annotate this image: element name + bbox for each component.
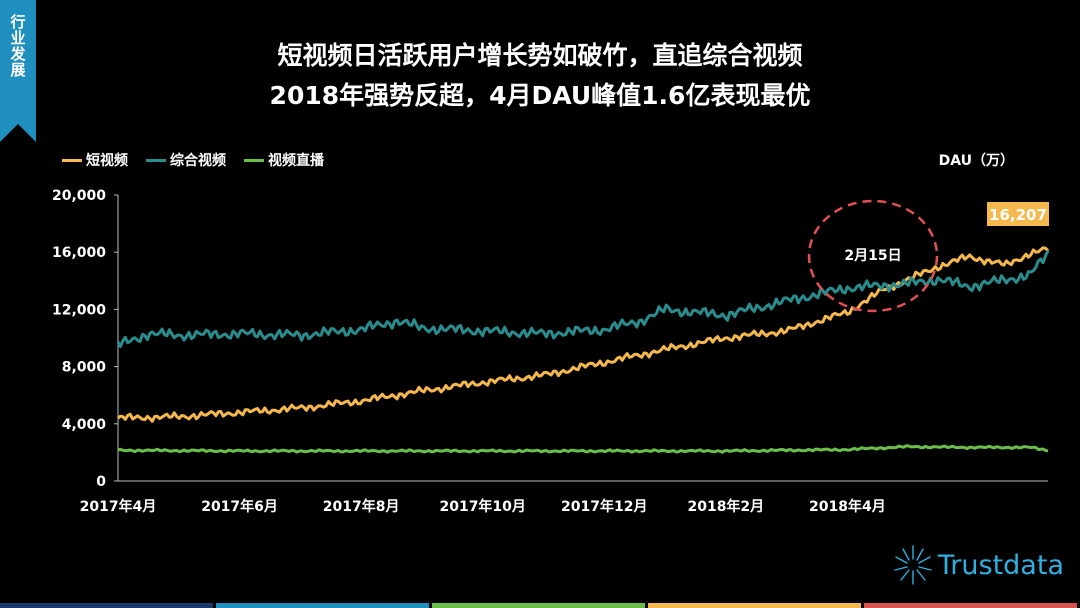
y-tick-label: 0 [96, 474, 106, 490]
x-tick-label: 2018年2月 [687, 498, 764, 515]
legend-label-general-video: 综合视频 [170, 153, 226, 169]
legend-label-short-video: 短视频 [86, 153, 128, 169]
starburst-icon [894, 545, 932, 585]
x-tick-label: 2017年6月 [201, 498, 278, 515]
y-tick-label: 20,000 [52, 188, 106, 204]
section-tag-arrow [0, 124, 36, 142]
y-tick-label: 12,000 [52, 302, 106, 318]
legend-swatch-general-video [146, 158, 166, 162]
legend-swatch-short-video [62, 158, 82, 162]
peak-label-box [987, 202, 1049, 226]
x-tick-label: 2017年12月 [561, 498, 647, 515]
legend-item-general-video: 综合视频 [146, 150, 226, 170]
section-tag-label: 行业发展 [8, 14, 27, 78]
brand-logo: Trustdata [892, 544, 1064, 586]
y-tick-label: 8,000 [62, 360, 107, 376]
brand-name: Trustdata [937, 549, 1064, 581]
chart-legend: 短视频 综合视频 视频直播 [62, 150, 324, 170]
chart-title-line2: 2018年强势反超，4月DAU峰值1.6亿表现最优 [269, 81, 811, 110]
footer-bar [216, 603, 429, 608]
footer-bar [648, 603, 861, 608]
peak-label: 16,207 [989, 206, 1047, 224]
footer-bar [864, 603, 1077, 608]
section-tag: 行业发展 [0, 0, 36, 142]
x-tick-label: 2017年4月 [80, 498, 157, 515]
chart-title-line1: 短视频日活跃用户增长势如破竹，直追综合视频 [277, 41, 803, 70]
x-tick-label: 2017年8月 [323, 498, 400, 515]
annotation-circle [807, 199, 939, 313]
legend-swatch-live-video [244, 158, 264, 162]
y-tick-label: 4,000 [62, 417, 107, 433]
footer-bar [0, 603, 213, 608]
y-tick-label: 16,000 [52, 245, 106, 261]
series-line-0 [117, 246, 1050, 423]
x-tick-label: 2017年10月 [439, 498, 525, 515]
legend-label-live-video: 视频直播 [268, 153, 324, 169]
x-tick-label: 2018年4月 [809, 498, 886, 515]
annotation-label: 2月15日 [844, 248, 901, 264]
series-line-2 [117, 444, 1049, 454]
series-line-1 [116, 249, 1050, 349]
footer-bar [432, 603, 645, 608]
unit-label: DAU（万） [938, 153, 1014, 169]
footer-color-bars [0, 603, 1080, 608]
legend-item-live-video: 视频直播 [244, 150, 324, 170]
legend-item-short-video: 短视频 [62, 150, 128, 170]
